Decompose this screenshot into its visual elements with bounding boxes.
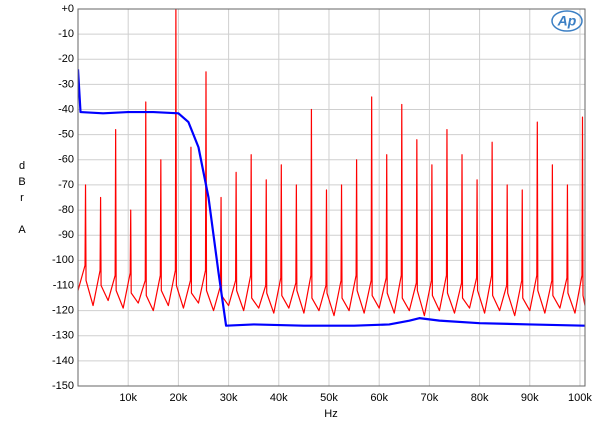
- y-tick-label: -10: [58, 28, 74, 40]
- x-tick-label: 50k: [320, 392, 338, 404]
- plot-border: [77, 8, 586, 387]
- y-tick-label: -140: [52, 355, 74, 367]
- x-tick-label: 10k: [119, 392, 137, 404]
- y-tick-label: -100: [52, 254, 74, 266]
- y-tick-label: -150: [52, 380, 74, 392]
- logo-ring: [551, 10, 583, 32]
- y-tick-label: -50: [58, 129, 74, 141]
- x-tick-label: 20k: [170, 392, 188, 404]
- x-tick-label: 80k: [471, 392, 489, 404]
- x-tick-label: 90k: [521, 392, 539, 404]
- x-tick-label: 70k: [421, 392, 439, 404]
- series-line: [78, 69, 585, 327]
- x-tick-label: 40k: [270, 392, 288, 404]
- y-tick-label: -70: [58, 179, 74, 191]
- y-tick-label: -110: [53, 279, 74, 291]
- x-tick-label: 100k: [568, 392, 592, 404]
- y-tick-label: -130: [52, 330, 74, 342]
- y-tick-label: +0: [61, 3, 74, 15]
- x-tick-label: 30k: [220, 392, 238, 404]
- y-tick-label: -60: [58, 154, 74, 166]
- x-tick-label: 60k: [370, 392, 388, 404]
- y-tick-label: -20: [58, 53, 74, 65]
- y-tick-label: -90: [58, 229, 74, 241]
- y-tick-label: -40: [58, 103, 74, 115]
- series-line: [78, 9, 585, 317]
- plot-area: [78, 9, 585, 386]
- logo: Ap: [557, 13, 577, 29]
- y-tick-label: -120: [52, 305, 74, 317]
- y-tick-label: -30: [58, 78, 74, 90]
- y-axis-label: dBr A: [16, 160, 28, 240]
- y-tick-label: -80: [58, 204, 74, 216]
- x-axis-label: Hz: [324, 408, 337, 420]
